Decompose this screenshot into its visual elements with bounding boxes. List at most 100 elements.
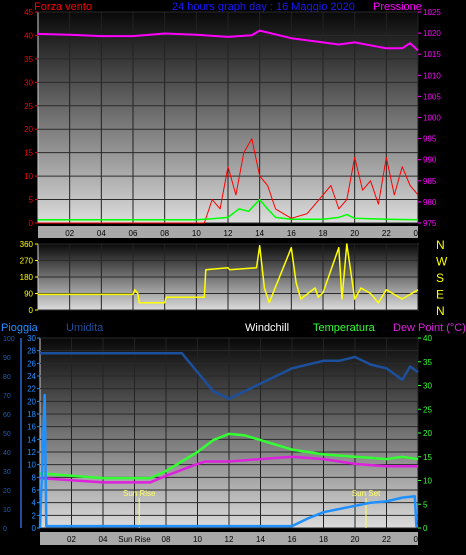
temperature-tick-label: 15: [423, 453, 432, 462]
pressure-tick-label: 1025: [423, 8, 441, 17]
humidity-tick-label: 80: [3, 374, 11, 381]
rain-tick-label: 22: [27, 385, 36, 394]
windchill-legend: Windchill: [245, 322, 290, 334]
wind-speed-axis-title: Forza vento: [34, 1, 93, 13]
wind-tick-label: 40: [24, 31, 33, 40]
direction-tick-label: 0: [29, 306, 34, 315]
rain-tick-label: 30: [27, 334, 36, 343]
rain-tick-label: 20: [27, 397, 36, 406]
temperature-tick-label: 0: [423, 524, 428, 533]
compass-label: W: [436, 255, 448, 269]
rain-tick-label: 14: [27, 435, 36, 444]
x-tick-label: 22: [382, 535, 391, 544]
wind-tick-label: 15: [24, 149, 33, 158]
pressure-tick-label: 975: [423, 219, 437, 228]
pressure-tick-label: 980: [423, 198, 437, 207]
rain-tick-label: 4: [32, 499, 37, 508]
rain-tick-label: 10: [27, 461, 36, 470]
temperature-tick-label: 30: [423, 382, 432, 391]
humidity-tick-label: 50: [3, 431, 11, 438]
x-tick-label: 00: [414, 535, 423, 544]
temperature-line: [39, 432, 419, 480]
rain-tick-label: 26: [27, 359, 36, 368]
humidity-tick-label: 30: [3, 469, 11, 476]
pressure-tick-label: 1010: [423, 71, 441, 80]
temperature-tick-label: 5: [423, 500, 428, 509]
wind-pressure-panel: 0510152025303540459759809859909951000100…: [24, 8, 441, 238]
x-tick-label: 08: [160, 229, 169, 238]
direction-tick-label: 360: [20, 240, 34, 249]
pressure-tick-label: 990: [423, 156, 437, 165]
humidity-tick-label: 20: [3, 488, 11, 495]
x-tick-label: 18: [319, 535, 328, 544]
temperature-tick-label: 40: [423, 334, 432, 343]
wind-tick-label: 20: [24, 125, 33, 134]
dewpoint-line: [39, 455, 418, 484]
x-tick-label: 16: [288, 535, 297, 544]
rain-tick-label: 16: [27, 423, 36, 432]
compass-label: N: [436, 238, 445, 252]
pressure-tick-label: 1020: [423, 29, 441, 38]
pressure-tick-label: 1000: [423, 114, 441, 123]
x-axis-band: [40, 532, 418, 545]
rain-tick-label: 28: [27, 347, 36, 356]
wind-tick-label: 0: [29, 219, 34, 228]
pressure-tick-label: 1005: [423, 92, 441, 101]
pressure-line: [37, 29, 419, 52]
x-tick-label: 10: [192, 229, 201, 238]
temperature-tick-label: 10: [423, 477, 432, 486]
temperature-legend: Temperatura: [313, 322, 375, 334]
x-tick-label: 16: [287, 229, 296, 238]
x-tick-label: 00: [414, 229, 423, 238]
pressure-tick-label: 995: [423, 135, 437, 144]
humidity-temperature-panel: 0246810121416182022242628300510152025303…: [3, 334, 432, 545]
x-tick-label: 04: [99, 535, 108, 544]
wind-tick-label: 35: [24, 55, 33, 64]
wind-tick-label: 30: [24, 78, 33, 87]
x-tick-label: 02: [65, 229, 74, 238]
rain-tick-label: 12: [27, 448, 36, 457]
wind-tick-label: 25: [24, 102, 33, 111]
humidity-tick-label: 70: [3, 393, 11, 400]
direction-tick-label: 270: [20, 257, 34, 266]
pressure-axis-title: Pressione: [373, 1, 422, 13]
x-tick-label: 08: [162, 535, 171, 544]
humidity-line: [40, 351, 419, 401]
direction-tick-label: 90: [24, 290, 33, 299]
x-tick-label: 02: [67, 535, 76, 544]
sunset-label: Sun Set: [352, 489, 381, 498]
wind-gust-line: [38, 198, 419, 221]
wind-tick-label: 5: [29, 196, 34, 205]
x-tick-label: 18: [319, 229, 328, 238]
humidity-tick-label: 10: [3, 507, 11, 514]
temperature-tick-label: 35: [423, 358, 432, 367]
chart-title: 24 hours graph day : 16 Maggio 2020: [172, 1, 355, 13]
x-tick-label: 04: [97, 229, 106, 238]
rain-axis-title: Pioggia: [1, 322, 38, 334]
x-tick-label: 12: [224, 229, 233, 238]
wind-speed-line: [38, 138, 419, 224]
x-tick-label: Sun Rise: [118, 535, 151, 544]
wind-tick-label: 45: [24, 8, 33, 17]
wind-tick-label: 10: [24, 172, 33, 181]
humidity-tick-label: 40: [3, 450, 11, 457]
pressure-tick-label: 1015: [423, 50, 441, 59]
temperature-tick-label: 20: [423, 429, 432, 438]
x-tick-label: 20: [351, 535, 360, 544]
x-tick-label: 06: [129, 229, 138, 238]
pressure-tick-label: 985: [423, 177, 437, 186]
humidity-axis-title: Umidita: [66, 322, 104, 334]
rain-tick-label: 8: [32, 473, 37, 482]
x-axis-band: [38, 226, 418, 238]
compass-label: E: [436, 288, 444, 302]
wind-direction-line: [38, 243, 419, 304]
dewpoint-legend: Dew Point (°C): [393, 322, 466, 334]
x-tick-label: 20: [350, 229, 359, 238]
compass-label: S: [436, 271, 444, 285]
x-tick-label: 14: [256, 535, 265, 544]
rain-tick-label: 6: [32, 486, 37, 495]
rain-tick-label: 24: [27, 372, 36, 381]
humidity-tick-label: 90: [3, 355, 11, 362]
